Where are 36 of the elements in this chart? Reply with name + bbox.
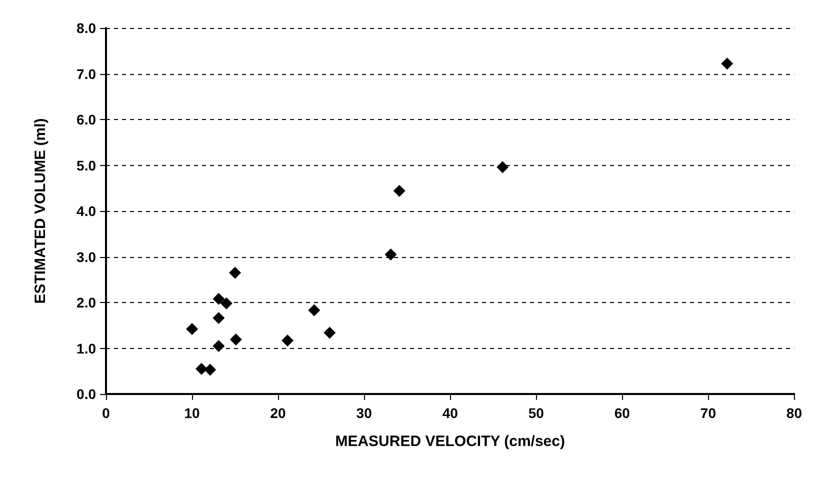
- x-tick-label: 50: [528, 405, 544, 421]
- point: [282, 334, 294, 346]
- point: [721, 58, 734, 70]
- point: [195, 362, 208, 375]
- y-tick-label: 4.0: [76, 203, 96, 219]
- point: [204, 364, 216, 376]
- x-tick-label: 40: [442, 405, 458, 421]
- x-tick-label: 60: [614, 405, 630, 421]
- point: [229, 266, 242, 279]
- point: [496, 161, 509, 174]
- x-tick-label: 80: [786, 405, 802, 421]
- point: [212, 312, 225, 324]
- x-axis-title: MEASURED VELOCITY (cm/sec): [335, 433, 565, 450]
- x-tick-label: 20: [270, 405, 286, 421]
- x-tick-label: 0: [102, 405, 110, 421]
- point: [393, 184, 406, 197]
- x-tick-label: 30: [356, 405, 372, 421]
- y-tick-label: 5.0: [76, 157, 96, 174]
- y-axis-title: ESTIMATED VOLUME (ml): [32, 118, 49, 304]
- point: [186, 323, 198, 336]
- point: [324, 326, 336, 339]
- y-tick-label: 6.0: [76, 112, 96, 128]
- point: [220, 297, 232, 310]
- y-tick-label: 0.0: [76, 386, 96, 402]
- y-tick-label: 1.0: [76, 340, 96, 356]
- x-tick-label: 10: [184, 405, 200, 421]
- y-tick-label: 7.0: [76, 66, 96, 82]
- y-tick-label: 8.0: [76, 20, 96, 36]
- x-tick-label: 70: [700, 405, 716, 421]
- y-tick-label: 3.0: [76, 248, 96, 265]
- point: [308, 304, 320, 316]
- point: [230, 334, 242, 346]
- point: [212, 292, 225, 305]
- point: [384, 248, 397, 260]
- point: [212, 340, 225, 352]
- y-tick-label: 2.0: [76, 294, 96, 310]
